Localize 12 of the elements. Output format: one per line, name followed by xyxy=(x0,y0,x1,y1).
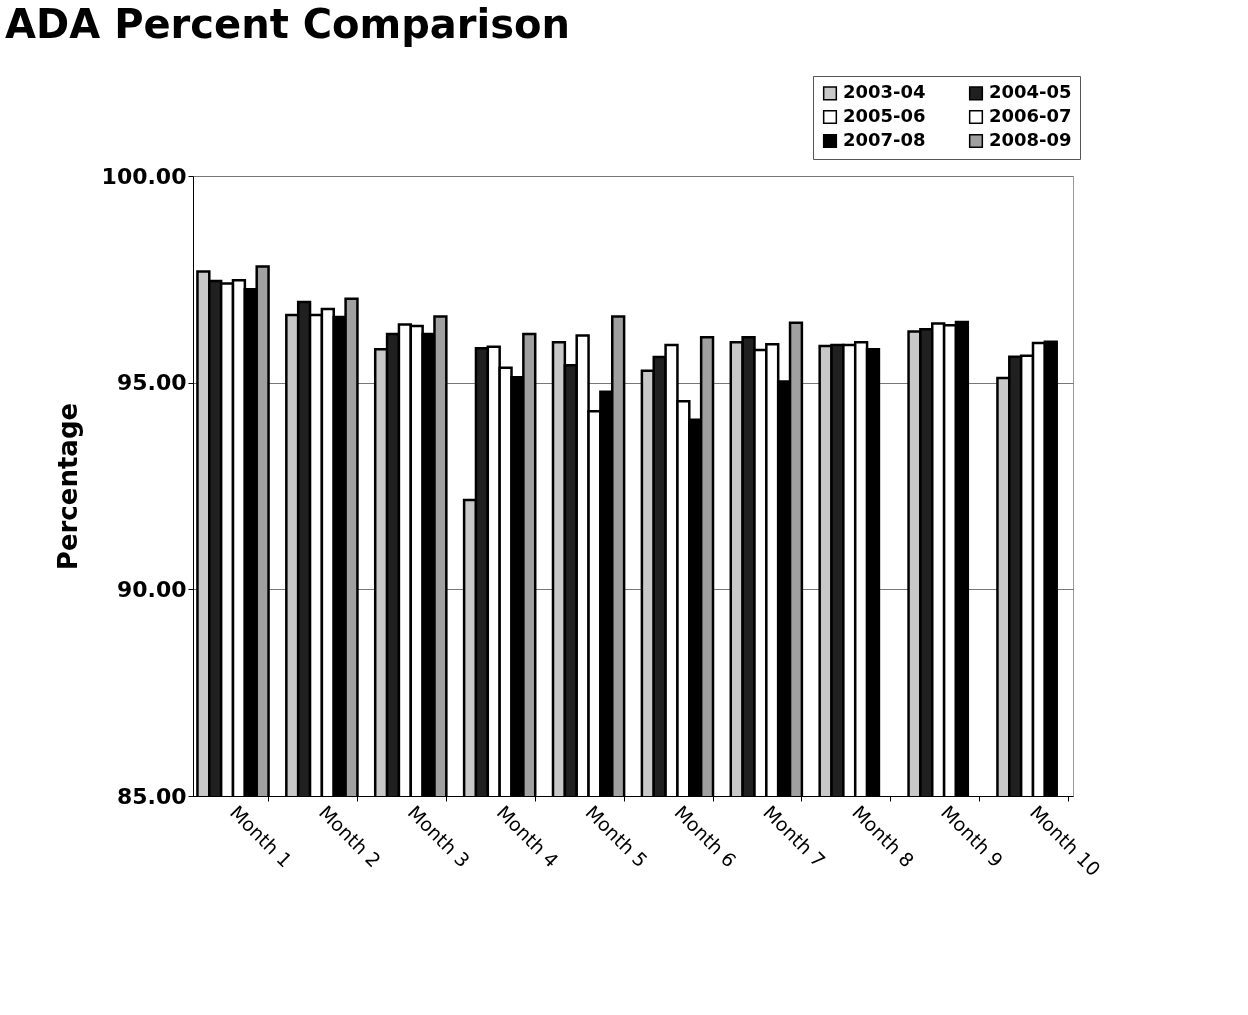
legend-label: 2006-07 xyxy=(989,105,1072,126)
legend-label: 2008-09 xyxy=(989,129,1072,150)
y-tick-label: 85.00 xyxy=(116,783,187,809)
y-tick-label: 100.00 xyxy=(101,163,187,189)
legend-label: 2005-06 xyxy=(843,105,926,126)
legend-label: 2004-05 xyxy=(989,81,1072,103)
legend-label: 2003-04 xyxy=(843,81,926,103)
y-axis-title: Percentage xyxy=(52,402,83,571)
y-tick-label: 95.00 xyxy=(116,370,187,396)
chart-title: ADA Percent Comparison xyxy=(5,0,571,47)
y-tick-label: 90.00 xyxy=(116,576,187,602)
legend-label: 2007-08 xyxy=(843,129,926,150)
